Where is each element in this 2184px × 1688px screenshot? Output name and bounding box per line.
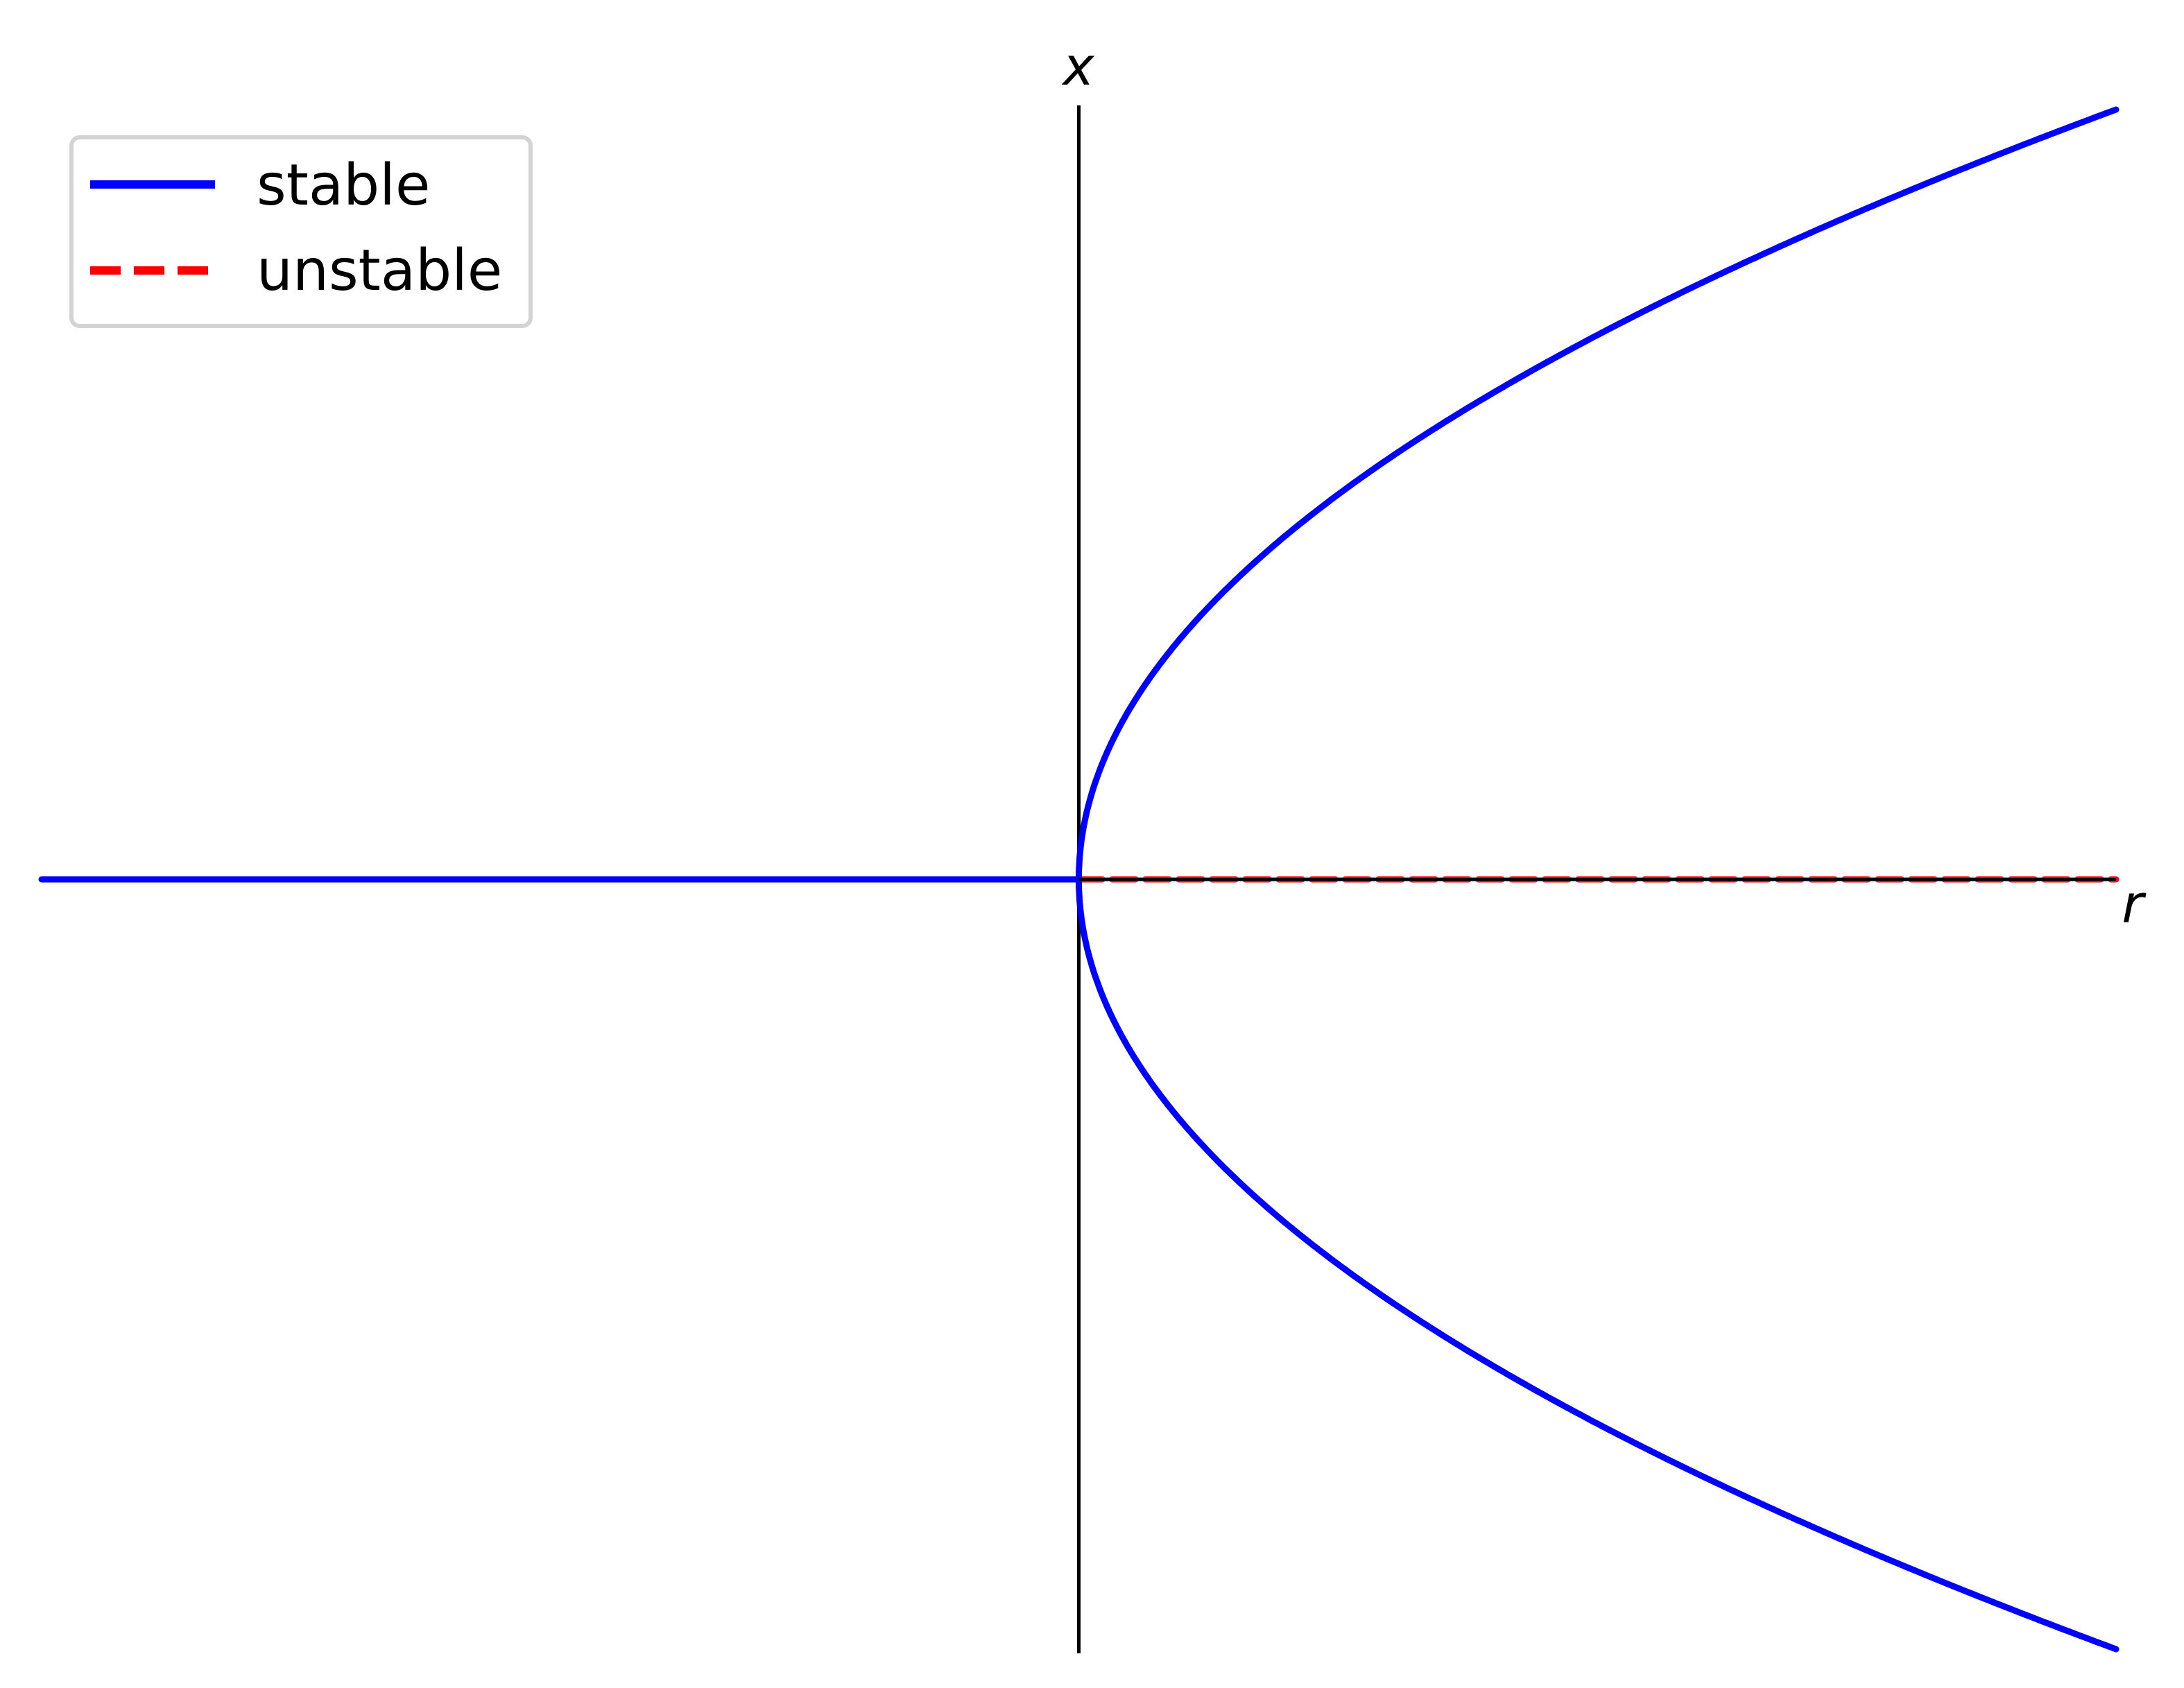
legend: stable unstable — [69, 135, 533, 328]
x-axis-label: x — [1062, 35, 1095, 97]
legend-unstable-label: unstable — [257, 238, 502, 304]
series-stable-2 — [1076, 106, 2119, 883]
series-stable-3 — [1076, 876, 2119, 1653]
legend-stable-label: stable — [257, 153, 430, 218]
r-axis-label: r — [2122, 873, 2147, 935]
